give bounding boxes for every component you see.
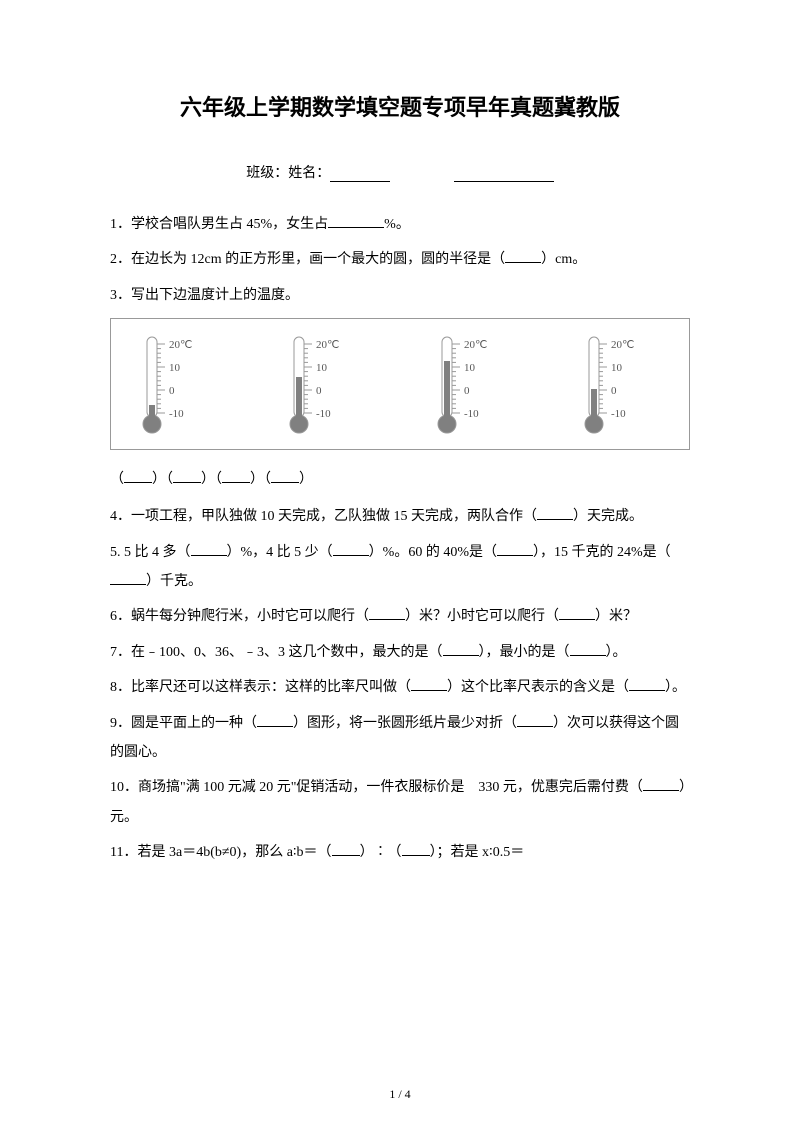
- t-blank-3: [222, 471, 250, 483]
- svg-text:10: 10: [464, 362, 476, 374]
- svg-text:-10: -10: [169, 408, 184, 420]
- q5-c: ）%。60 的 40%是（: [369, 545, 497, 560]
- q11-b2: [402, 844, 430, 856]
- q3-text: 3．写出下边温度计上的温度。: [110, 288, 299, 303]
- svg-text:20℃: 20℃: [611, 339, 634, 351]
- q11-b: ）∶（: [360, 845, 402, 860]
- svg-text:-10: -10: [316, 408, 331, 420]
- page-number: 1 / 4: [0, 1087, 800, 1102]
- q5-b2: [333, 544, 369, 556]
- q9-a: 9．圆是平面上的一种（: [110, 716, 257, 731]
- q7-b: ），最小的是（: [479, 645, 570, 660]
- q7-a: 7．在﹣100、0、36、﹣3、3 这几个数中，最大的是（: [110, 645, 443, 660]
- q8-b1: [411, 679, 447, 691]
- svg-text:10: 10: [316, 362, 328, 374]
- name-blank: [330, 168, 390, 182]
- q8-b: ）这个比率尺表示的含义是（: [447, 680, 629, 695]
- q5-b: ）%，4 比 5 少（: [227, 545, 333, 560]
- q2-text-a: 2．在边长为 12cm 的正方形里，画一个最大的圆，圆的半径是（: [110, 252, 505, 267]
- q4-a: 4．一项工程，甲队独做 10 天完成，乙队独做 15 天完成，两队合作（: [110, 509, 537, 524]
- q7-c: ）。: [606, 645, 627, 660]
- thermometer-2: 20℃ 10 0 -10: [266, 329, 386, 439]
- q5-b1: [191, 544, 227, 556]
- q1-blank: [328, 216, 384, 228]
- q1-suffix: %。: [384, 217, 410, 232]
- q6-b1: [369, 608, 405, 620]
- question-3: 3．写出下边温度计上的温度。: [110, 281, 690, 310]
- q1-text: 1．学校合唱队男生占 45%，女生占: [110, 217, 328, 232]
- thermo-answer-row: （）（）（）（）: [110, 466, 690, 494]
- svg-text:10: 10: [611, 362, 623, 374]
- q8-c: ）。: [665, 680, 686, 695]
- q2-text-b: ）cm。: [541, 252, 586, 267]
- q5-a: 5. 5 比 4 多（: [110, 545, 191, 560]
- q2-blank: [505, 251, 541, 263]
- q6-b: ）米？小时它可以爬行（: [405, 609, 559, 624]
- q5-b3: [497, 544, 533, 556]
- svg-text:20℃: 20℃: [316, 339, 339, 351]
- q10-b1: [643, 779, 679, 791]
- question-8: 8．比率尺还可以这样表示：这样的比率尺叫做（ ）这个比率尺表示的含义是（ ）。: [110, 673, 690, 702]
- q8-a: 8．比率尺还可以这样表示：这样的比率尺叫做（: [110, 680, 411, 695]
- q6-c: ）米？: [595, 609, 637, 624]
- question-2: 2．在边长为 12cm 的正方形里，画一个最大的圆，圆的半径是（ ）cm。: [110, 245, 690, 274]
- svg-text:0: 0: [464, 385, 470, 397]
- svg-text:20℃: 20℃: [464, 339, 487, 351]
- q9-b: ）图形，将一张圆形纸片最少对折（: [293, 716, 517, 731]
- class-name-row: 班级：姓名：: [110, 162, 690, 182]
- q11-a: 11．若是 3a＝4b(b≠0)，那么 a∶b＝（: [110, 845, 332, 860]
- q5-b4: [110, 573, 146, 585]
- thermometer-3: 20℃ 10 0 -10: [414, 329, 534, 439]
- q10-a: 10．商场搞"满 100 元减 20 元"促销活动，一件衣服标价是 330 元，…: [110, 780, 643, 795]
- svg-text:-10: -10: [464, 408, 479, 420]
- q6-b2: [559, 608, 595, 620]
- q11-c: ）；若是 x∶0.5＝: [430, 845, 525, 860]
- thermometer-4: 20℃ 10 0 -10: [561, 329, 681, 439]
- q4-b: ）天完成。: [573, 509, 643, 524]
- thermometer-row: 20℃ 10 0 -10 20℃ 10 0 -10 20℃ 10 0 -10 20℃ 10 0 -10: [110, 318, 690, 450]
- q11-b1: [332, 844, 360, 856]
- question-1: 1．学校合唱队男生占 45%，女生占 %。: [110, 210, 690, 239]
- q6-a: 6．蜗牛每分钟爬行米，小时它可以爬行（: [110, 609, 369, 624]
- q7-b2: [570, 644, 606, 656]
- question-5: 5. 5 比 4 多（ ）%，4 比 5 少（ ）%。60 的 40%是（ ），15 …: [110, 538, 690, 597]
- svg-text:0: 0: [316, 385, 322, 397]
- question-6: 6．蜗牛每分钟爬行米，小时它可以爬行（ ）米？小时它可以爬行（ ）米？: [110, 602, 690, 631]
- question-10: 10．商场搞"满 100 元减 20 元"促销活动，一件衣服标价是 330 元，…: [110, 773, 690, 832]
- page-title: 六年级上学期数学填空题专项早年真题冀教版: [110, 90, 690, 122]
- question-4: 4．一项工程，甲队独做 10 天完成，乙队独做 15 天完成，两队合作（ ）天完成…: [110, 502, 690, 531]
- t-blank-1: [124, 471, 152, 483]
- q9-b1: [257, 715, 293, 727]
- q5-e: ）千克。: [146, 574, 202, 589]
- svg-text:0: 0: [611, 385, 617, 397]
- q4-blank: [537, 508, 573, 520]
- extra-blank: [454, 168, 554, 182]
- q9-b2: [517, 715, 553, 727]
- q8-b2: [629, 679, 665, 691]
- q7-b1: [443, 644, 479, 656]
- question-7: 7．在﹣100、0、36、﹣3、3 这几个数中，最大的是（ ），最小的是（ ）。: [110, 638, 690, 667]
- svg-text:-10: -10: [611, 408, 626, 420]
- svg-text:0: 0: [169, 385, 175, 397]
- svg-text:20℃: 20℃: [169, 339, 192, 351]
- q5-d: ），15 千克的 24%是（: [533, 545, 671, 560]
- t-blank-4: [271, 471, 299, 483]
- t-blank-2: [173, 471, 201, 483]
- svg-text:10: 10: [169, 362, 181, 374]
- thermometer-1: 20℃ 10 0 -10: [119, 329, 239, 439]
- question-11: 11．若是 3a＝4b(b≠0)，那么 a∶b＝（ ）∶（ ）；若是 x∶0.5＝: [110, 838, 690, 867]
- question-9: 9．圆是平面上的一种（）图形，将一张圆形纸片最少对折（）次可以获得这个圆的圆心。: [110, 709, 690, 768]
- class-label: 班级：姓名：: [246, 166, 330, 181]
